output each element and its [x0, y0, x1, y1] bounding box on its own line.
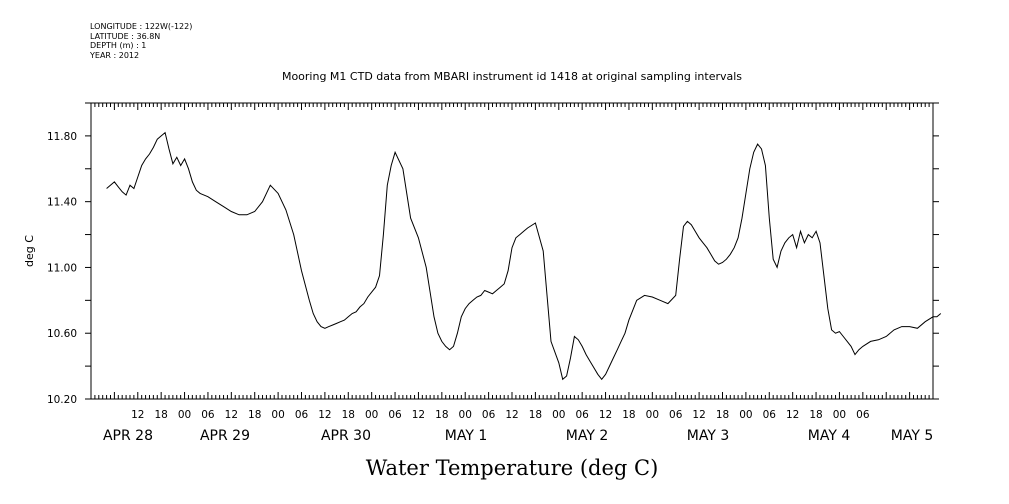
x-tick-labels: 12 18 00 06 12 18 00 06 12 18 00 06 12 18 00 06 12 18 00 06…	[131, 409, 870, 421]
x-tick-label: 18	[154, 409, 167, 421]
x-day-labels: APR 28 APR 29 APR 30 MAY 1 MAY 2 MAY 3 MAY 4 MA…	[103, 428, 933, 444]
x-tick-label: 12	[318, 409, 331, 421]
plot-frame	[90, 102, 934, 400]
x-tick-label: 12	[131, 409, 144, 421]
x-day-label: MAY 5	[891, 428, 933, 444]
y-tick-label: 10.20	[47, 394, 77, 406]
depth-text: DEPTH (m) : 1	[90, 41, 147, 50]
x-tick-label: 06	[295, 409, 309, 421]
x-tick-label: 12	[505, 409, 518, 421]
x-tick-label: 18	[529, 409, 542, 421]
x-tick-label: 06	[856, 409, 870, 421]
x-tick-label: 00	[646, 409, 659, 421]
x-day-label: MAY 4	[808, 428, 851, 444]
x-day-label: MAY 3	[687, 428, 729, 444]
x-day-label: APR 28	[103, 428, 153, 444]
metadata-block: LONGITUDE : 122W(-122) LATITUDE : 36.8N …	[90, 22, 192, 60]
x-tick-label: 00	[365, 409, 378, 421]
x-tick-label: 06	[763, 409, 777, 421]
x-tick-label: 06	[575, 409, 589, 421]
x-tick-label: 06	[388, 409, 402, 421]
x-tick-label: 18	[342, 409, 355, 421]
x-tick-label: 00	[833, 409, 846, 421]
x-axis-label: Water Temperature (deg C)	[366, 456, 659, 480]
latitude-text: LATITUDE : 36.8N	[90, 31, 161, 41]
x-tick-label: 00	[459, 409, 472, 421]
y-axis-label: deg C	[23, 235, 36, 267]
x-tick-label: 12	[225, 409, 238, 421]
y-tick-labels: 10.20 10.60 11.00 11.40 11.80	[47, 131, 77, 406]
x-tick-label: 12	[692, 409, 705, 421]
plot-title: Mooring M1 CTD data from MBARI instrumen…	[282, 70, 742, 83]
x-tick-label: 12	[599, 409, 612, 421]
x-tick-label: 06	[669, 409, 683, 421]
x-tick-label: 00	[552, 409, 565, 421]
x-tick-label: 18	[716, 409, 729, 421]
y-tick-label: 11.80	[47, 131, 77, 143]
x-tick-label: 06	[201, 409, 215, 421]
axis-ticks	[85, 102, 939, 400]
x-tick-label: 06	[482, 409, 496, 421]
x-tick-label: 12	[412, 409, 425, 421]
x-tick-label: 18	[435, 409, 448, 421]
temperature-series-line	[106, 131, 942, 381]
longitude-text: LONGITUDE : 122W(-122)	[90, 22, 193, 31]
x-day-label: MAY 1	[445, 428, 487, 444]
y-tick-label: 11.00	[47, 262, 77, 274]
y-tick-label: 10.60	[47, 328, 77, 340]
year-text: YEAR : 2012	[90, 50, 140, 60]
x-tick-label: 18	[622, 409, 635, 421]
x-tick-label: 00	[739, 409, 752, 421]
x-tick-label: 18	[248, 409, 261, 421]
x-tick-label: 00	[178, 409, 191, 421]
y-tick-label: 11.40	[47, 197, 77, 209]
x-tick-label: 12	[786, 409, 799, 421]
x-tick-label: 18	[809, 409, 822, 421]
x-day-label: MAY 2	[566, 428, 608, 444]
x-tick-label: 00	[271, 409, 284, 421]
x-day-label: APR 29	[200, 428, 250, 444]
x-day-label: APR 30	[321, 428, 371, 444]
